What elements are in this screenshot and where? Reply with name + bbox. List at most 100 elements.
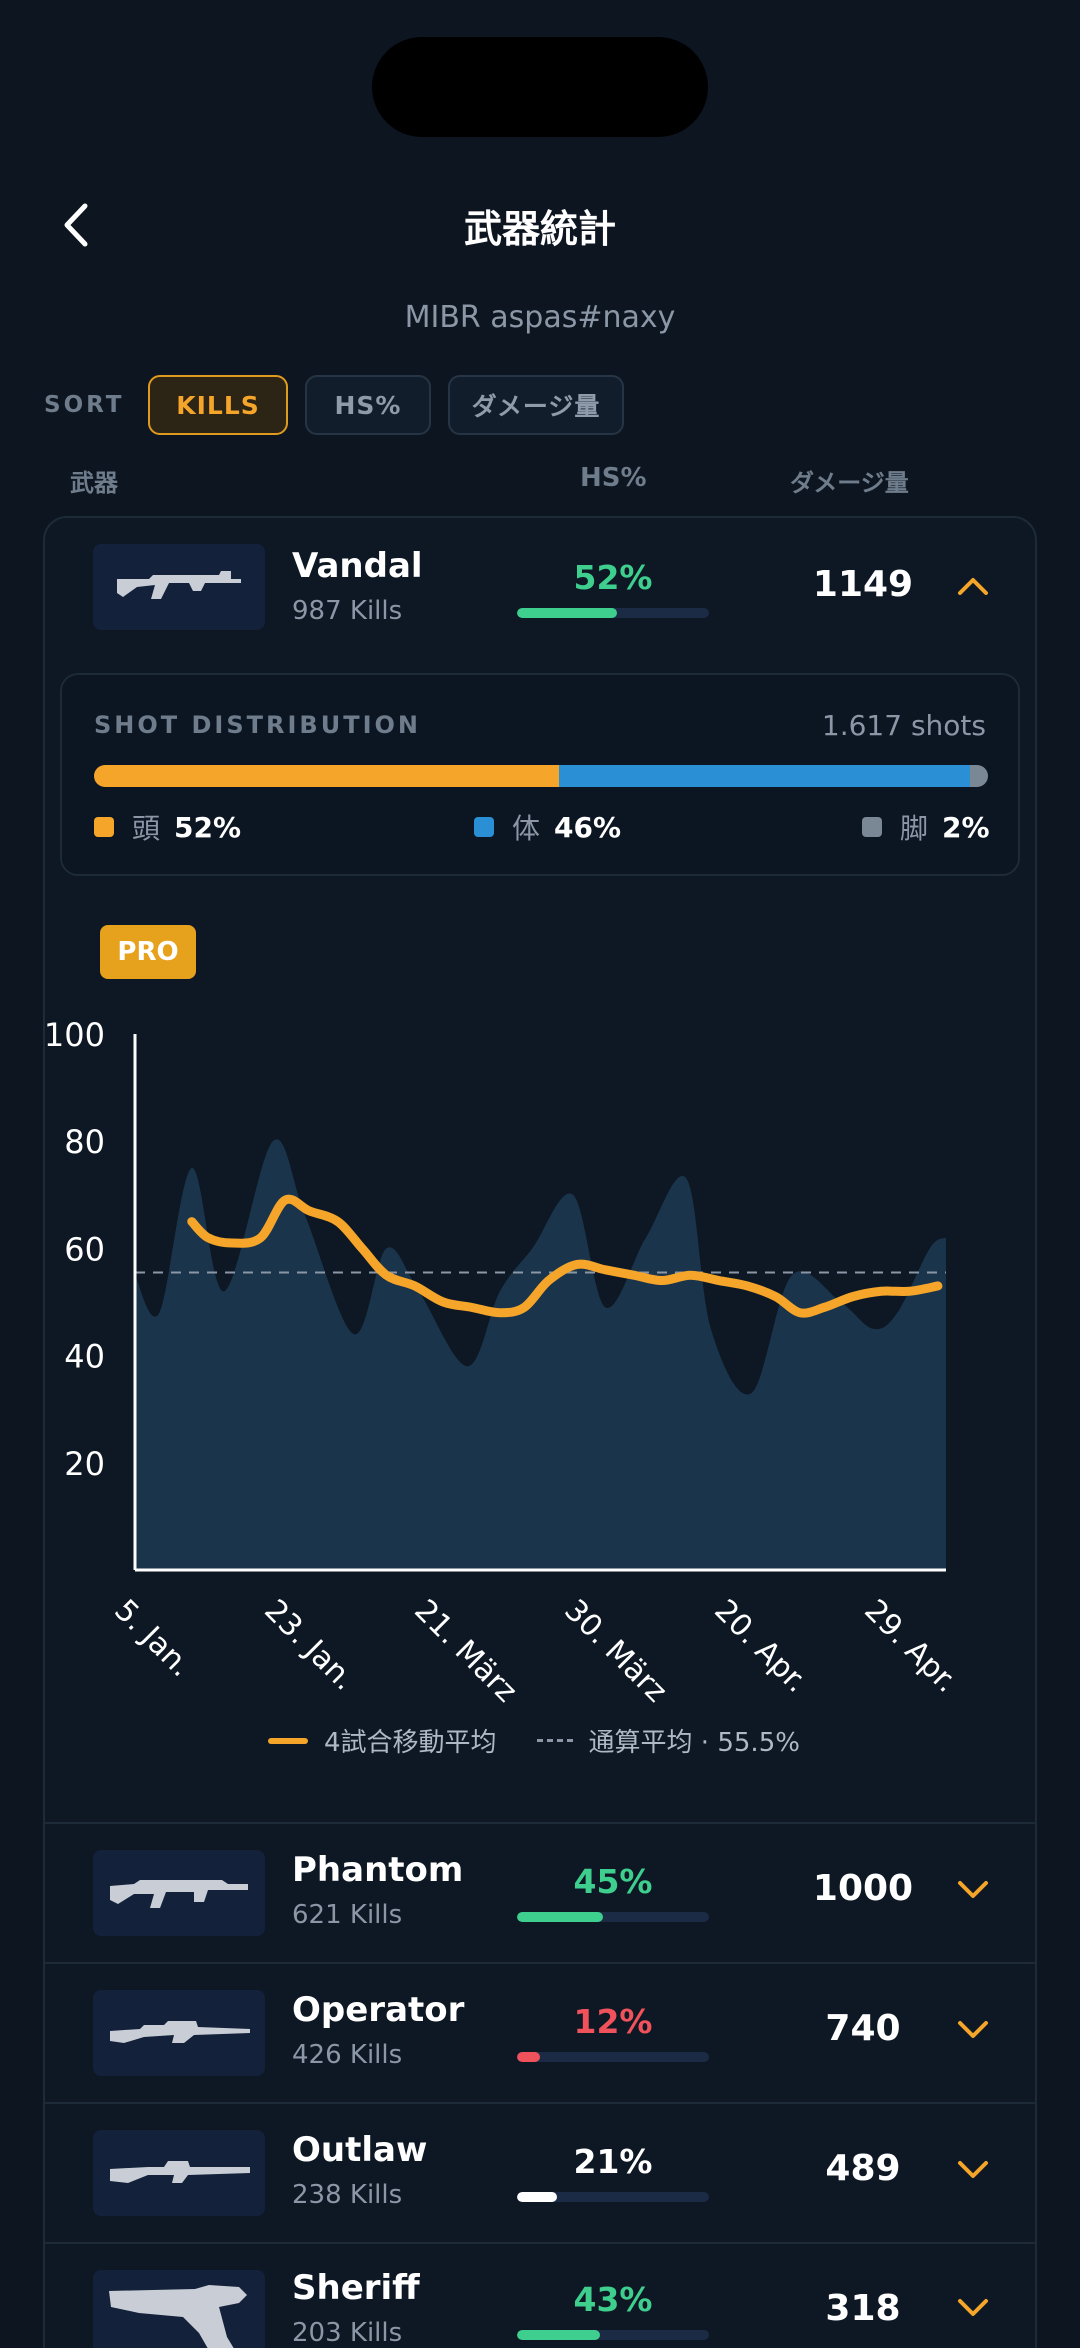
chevron-down-icon[interactable] bbox=[953, 2010, 993, 2050]
shot-segment-legs bbox=[970, 765, 988, 787]
legend-value: 46% bbox=[554, 810, 622, 844]
weapon-hs: 12% bbox=[573, 2002, 653, 2041]
y-tick-label: 40 bbox=[64, 1338, 105, 1376]
weapon-name: Vandal bbox=[292, 546, 423, 586]
legend-swatch-body bbox=[474, 817, 494, 837]
weapon-hs: 43% bbox=[573, 2280, 653, 2319]
row-divider bbox=[43, 2242, 1037, 2244]
back-button[interactable] bbox=[52, 195, 100, 255]
legend-line-overall-avg bbox=[536, 1739, 573, 1742]
column-header-weapon: 武器 bbox=[70, 469, 118, 497]
hs-bar-fill bbox=[517, 2052, 541, 2062]
weapon-kills: 987 Kills bbox=[292, 596, 403, 626]
row-divider bbox=[43, 1822, 1037, 1824]
row-divider bbox=[43, 1962, 1037, 1964]
hs-bar-fill bbox=[517, 2192, 558, 2202]
weapon-damage: 318 bbox=[825, 2288, 901, 2329]
weapon-hs: 21% bbox=[573, 2142, 653, 2181]
chevron-up-icon[interactable] bbox=[953, 566, 993, 606]
weapon-damage: 1000 bbox=[812, 1868, 914, 1909]
weapon-name: Phantom bbox=[292, 1850, 464, 1890]
vandal-image bbox=[93, 544, 265, 630]
hs-bar bbox=[517, 2052, 709, 2062]
chart-legend: 4試合移動平均 通算平均 · 55.5% bbox=[268, 1722, 800, 1759]
hs-trend-chart: 20 40 60 80 100 5. Jan. 23. Jan. 21. März 30. Mä… bbox=[44, 1016, 964, 1709]
weapon-row-vandal[interactable]: Vandal 987 Kills 52% 1149 bbox=[43, 516, 1037, 656]
weapon-kills: 203 Kills bbox=[292, 2318, 403, 2348]
legend-body: 体 46% bbox=[474, 807, 621, 847]
hs-bar-fill bbox=[517, 1912, 604, 1922]
row-divider bbox=[43, 2102, 1037, 2104]
chevron-down-icon[interactable] bbox=[953, 2288, 993, 2328]
shot-segment-body bbox=[558, 765, 971, 787]
legend-swatch-legs bbox=[862, 817, 882, 837]
x-tick-label: 20. Apr. bbox=[707, 1593, 814, 1700]
y-tick-label: 60 bbox=[64, 1230, 105, 1268]
hs-bar bbox=[517, 608, 709, 618]
chevron-left-icon bbox=[64, 203, 88, 247]
weapon-row-operator[interactable]: Operator 426 Kills 12% 740 bbox=[43, 1964, 1037, 2104]
shot-distribution-panel: SHOT DISTRIBUTION 1.617 shots 頭 52% 体 46… bbox=[60, 673, 1020, 876]
hs-bar bbox=[517, 1912, 709, 1922]
legend-legs: 脚 2% bbox=[862, 807, 990, 847]
weapon-row-phantom[interactable]: Phantom 621 Kills 45% 1000 bbox=[43, 1824, 1037, 1964]
legend-label: 体 bbox=[512, 812, 541, 845]
hs-bar-fill bbox=[517, 2330, 600, 2340]
x-tick-label: 23. Jan. bbox=[257, 1593, 362, 1698]
weapon-hs: 52% bbox=[573, 558, 653, 597]
legend-head: 頭 52% bbox=[94, 807, 241, 847]
shot-distribution-bar bbox=[94, 765, 988, 787]
y-tick-label: 20 bbox=[64, 1445, 105, 1483]
legend-moving-avg-label: 4試合移動平均 bbox=[324, 1728, 497, 1758]
legend-overall-avg-label: 通算平均 · 55.5% bbox=[588, 1728, 800, 1758]
legend-value: 2% bbox=[942, 810, 990, 844]
sheriff-image bbox=[93, 2270, 265, 2348]
x-tick-label: 21. März bbox=[407, 1593, 523, 1709]
pro-badge: PRO bbox=[100, 925, 196, 979]
y-tick-label: 100 bbox=[44, 1016, 105, 1054]
page-title: 武器統計 bbox=[463, 207, 616, 251]
weapon-kills: 621 Kills bbox=[292, 1900, 403, 1930]
weapon-name: Operator bbox=[292, 1990, 465, 2030]
weapon-damage: 489 bbox=[825, 2148, 901, 2189]
weapon-name: Sheriff bbox=[292, 2268, 420, 2308]
weapon-kills: 426 Kills bbox=[292, 2040, 403, 2070]
column-header-damage: ダメージ量 bbox=[790, 469, 909, 497]
shot-count: 1.617 shots bbox=[821, 709, 986, 742]
weapon-row-outlaw[interactable]: Outlaw 238 Kills 21% 489 bbox=[43, 2104, 1037, 2244]
x-tick-label: 30. März bbox=[557, 1593, 673, 1709]
weapon-row-sheriff[interactable]: Sheriff 203 Kills 43% 318 bbox=[43, 2244, 1037, 2348]
sort-chip-damage[interactable]: ダメージ量 bbox=[448, 375, 624, 435]
operator-image bbox=[93, 1990, 265, 2076]
x-tick-label: 5. Jan. bbox=[107, 1593, 198, 1684]
legend-value: 52% bbox=[174, 810, 242, 844]
chevron-down-icon[interactable] bbox=[953, 1870, 993, 1910]
player-name: MIBR aspas#naxy bbox=[404, 300, 676, 335]
shot-segment-head bbox=[94, 765, 559, 787]
weapon-kills: 238 Kills bbox=[292, 2180, 403, 2210]
weapon-damage: 1149 bbox=[812, 564, 914, 605]
sort-label: SORT bbox=[44, 392, 125, 418]
sort-chip-hs[interactable]: HS% bbox=[305, 375, 431, 435]
hs-bar-fill bbox=[517, 608, 617, 618]
moving-average-line bbox=[187, 1194, 943, 1318]
x-tick-label: 29. Apr. bbox=[857, 1593, 964, 1700]
phantom-image bbox=[93, 1850, 265, 1936]
weapon-damage: 740 bbox=[825, 2008, 901, 2049]
weapon-hs: 45% bbox=[573, 1862, 653, 1901]
hs-bar bbox=[517, 2192, 709, 2202]
legend-label: 脚 bbox=[900, 812, 929, 845]
legend-label: 頭 bbox=[132, 812, 161, 845]
outlaw-image bbox=[93, 2130, 265, 2216]
shot-distribution-title: SHOT DISTRIBUTION bbox=[94, 711, 421, 739]
legend-swatch-head bbox=[94, 817, 114, 837]
camera-notch bbox=[372, 37, 708, 137]
hs-area-series bbox=[135, 1139, 946, 1570]
sort-chip-kills[interactable]: KILLS bbox=[148, 375, 288, 435]
chevron-down-icon[interactable] bbox=[953, 2150, 993, 2190]
weapon-name: Outlaw bbox=[292, 2130, 428, 2170]
column-header-hs: HS% bbox=[580, 463, 647, 493]
y-tick-label: 80 bbox=[64, 1123, 105, 1161]
hs-bar bbox=[517, 2330, 709, 2340]
legend-line-moving-avg bbox=[268, 1737, 308, 1744]
